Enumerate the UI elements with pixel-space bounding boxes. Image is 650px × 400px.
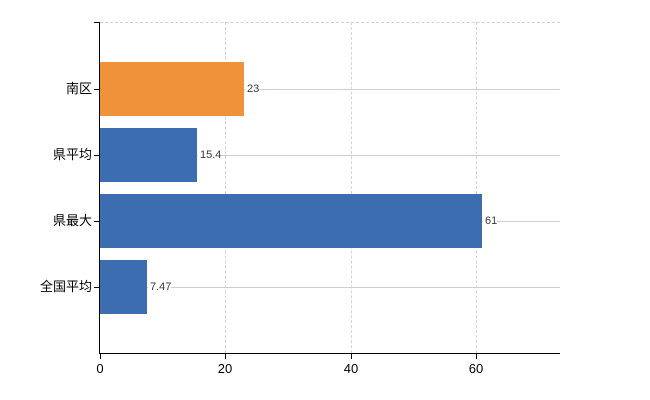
x-axis-tick xyxy=(351,354,352,359)
y-axis-tick xyxy=(94,155,100,156)
bar-value-label: 15.4 xyxy=(198,148,222,162)
y-axis-line xyxy=(99,22,100,354)
y-axis-tick xyxy=(94,221,100,222)
horizontal-gridline xyxy=(100,287,560,288)
x-axis-tick xyxy=(476,354,477,359)
x-tick-label: 60 xyxy=(468,361,484,376)
vertical-gridline xyxy=(351,22,352,353)
horizontal-gridline xyxy=(100,155,560,156)
x-tick-label: 20 xyxy=(217,361,233,376)
bar-value-label: 61 xyxy=(483,214,498,228)
category-label: 全国平均 xyxy=(39,279,92,294)
y-axis-top-tick xyxy=(94,22,100,23)
bar-3 xyxy=(100,194,482,248)
x-axis-line xyxy=(99,353,560,354)
bar-2 xyxy=(100,128,197,182)
category-label: 県最大 xyxy=(52,213,92,228)
vertical-gridline xyxy=(225,22,226,353)
y-axis-tick xyxy=(94,287,100,288)
bar-value-label: 7.47 xyxy=(148,280,172,294)
x-tick-label: 40 xyxy=(343,361,359,376)
category-label: 県平均 xyxy=(52,147,92,162)
category-label: 南区 xyxy=(65,81,92,96)
bar-4 xyxy=(100,260,147,314)
bar-value-label: 23 xyxy=(245,82,260,96)
vertical-gridline xyxy=(476,22,477,353)
horizontal-gridline xyxy=(100,89,560,90)
plot-area-top-border xyxy=(100,22,560,23)
bar-1 xyxy=(100,62,244,116)
x-axis-tick xyxy=(100,354,101,359)
x-tick-label: 0 xyxy=(96,361,104,376)
y-axis-tick xyxy=(94,89,100,90)
x-axis-tick xyxy=(225,354,226,359)
